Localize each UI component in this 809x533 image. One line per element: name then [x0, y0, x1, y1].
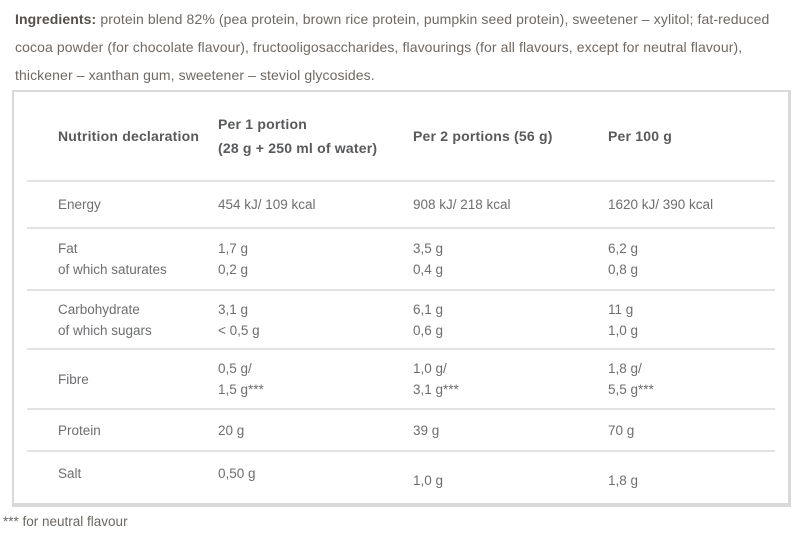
fibre-label-text: Fibre	[58, 371, 89, 387]
cell-fat-per2: 3,5 g 0,4 g	[413, 238, 608, 280]
fat-per2-line2: 0,4 g	[413, 262, 444, 277]
fat-per2-line1: 3,5 g	[413, 241, 444, 256]
carb-per1-line1: 3,1 g	[218, 301, 249, 317]
carb-per100-line1: 11 g	[608, 301, 634, 317]
energy-per2-text: 908 kJ/ 218 kcal	[413, 197, 511, 212]
cell-fat-label: Fat of which saturates	[27, 238, 218, 280]
cell-carb-label: Carbohydrate of which sugars	[27, 299, 218, 341]
salt-per2-text: 1,0 g	[413, 473, 444, 488]
cell-salt-per2: 1,0 g	[413, 463, 608, 491]
fat-per1-line1: 1,7 g	[218, 241, 249, 256]
table-row-fibre: Fibre 0,5 g/ 1,5 g*** 1,0 g/ 3,1 g*** 1,…	[27, 348, 775, 408]
ingredients-paragraph: Ingredients: protein blend 82% (pea prot…	[15, 5, 803, 89]
carb-label-text: Carbohydrate	[58, 301, 140, 317]
energy-label-text: Energy	[58, 197, 101, 212]
cell-salt-label: Salt	[27, 463, 218, 484]
table-row-fat: Fat of which saturates 1,7 g 0,2 g 3,5 g…	[27, 227, 775, 289]
cell-protein-per1: 20 g	[218, 420, 413, 441]
salt-per1-text: 0,50 g	[218, 466, 256, 481]
fat-per100-line2: 0,8 g	[608, 262, 639, 277]
table-header-row: Nutrition declaration Per 1 portion (28 …	[27, 92, 775, 180]
fibre-per100-line2: 5,5 g***	[608, 382, 654, 397]
carb-per100-line2: 1,0 g	[608, 322, 639, 338]
table-row-carbohydrate: Carbohydrate of which sugars 3,1 g < 0,5…	[27, 289, 775, 348]
cell-salt-per1: 0,50 g	[218, 463, 413, 484]
cell-carb-per100: 11 g 1,0 g	[608, 299, 775, 341]
header-per-2-portions: Per 2 portions (56 g)	[413, 124, 608, 148]
fat-per100-line1: 6,2 g	[608, 241, 639, 256]
protein-per2-text: 39 g	[413, 422, 440, 438]
fibre-per2-line1: 1,0 g/	[413, 361, 447, 376]
cell-fibre-per1: 0,5 g/ 1,5 g***	[218, 358, 413, 400]
cell-fat-per1: 1,7 g 0,2 g	[218, 238, 413, 280]
protein-label-text: Protein	[58, 422, 101, 438]
fat-label-text: Fat	[58, 241, 78, 256]
header-col3-text: Per 2 portions (56 g)	[413, 128, 553, 144]
table-row-salt: Salt 0,50 g 1,0 g 1,8 g	[27, 450, 775, 503]
salt-per100-text: 1,8 g	[608, 473, 639, 488]
fibre-per1-line2: 1,5 g***	[218, 382, 264, 397]
header-col2-line1: Per 1 portion	[218, 116, 307, 132]
fat-sublabel-text: of which saturates	[58, 262, 167, 277]
ingredients-text: protein blend 82% (pea protein, brown ri…	[15, 11, 770, 83]
cell-energy-per2: 908 kJ/ 218 kcal	[413, 194, 608, 215]
table-row-protein: Protein 20 g 39 g 70 g	[27, 408, 775, 450]
cell-fibre-per100: 1,8 g/ 5,5 g***	[608, 358, 775, 400]
footnote: *** for neutral flavour	[3, 514, 128, 529]
carb-per2-line1: 6,1 g	[413, 301, 444, 317]
energy-per100-text: 1620 kJ/ 390 kcal	[608, 197, 714, 212]
header-nutrition-declaration: Nutrition declaration	[27, 124, 218, 148]
cell-carb-per2: 6,1 g 0,6 g	[413, 299, 608, 341]
cell-carb-per1: 3,1 g < 0,5 g	[218, 299, 413, 341]
fibre-per1-line1: 0,5 g/	[218, 361, 252, 376]
cell-salt-per100: 1,8 g	[608, 463, 775, 491]
cell-fibre-label: Fibre	[27, 369, 218, 390]
salt-label-text: Salt	[58, 466, 82, 481]
energy-per1-text: 454 kJ/ 109 kcal	[218, 197, 316, 212]
cell-energy-per100: 1620 kJ/ 390 kcal	[608, 194, 775, 215]
carb-per2-line2: 0,6 g	[413, 322, 444, 338]
header-col1-text: Nutrition declaration	[58, 128, 200, 144]
ingredients-label: Ingredients:	[15, 11, 97, 27]
header-col2-line2: (28 g + 250 ml of water)	[218, 140, 378, 156]
cell-protein-per100: 70 g	[608, 420, 775, 441]
carb-per1-line2: < 0,5 g	[218, 322, 260, 338]
header-per-1-portion: Per 1 portion (28 g + 250 ml of water)	[218, 112, 413, 160]
carb-sublabel-text: of which sugars	[58, 322, 152, 338]
nutrition-table: Nutrition declaration Per 1 portion (28 …	[12, 90, 791, 507]
table-row-energy: Energy 454 kJ/ 109 kcal 908 kJ/ 218 kcal…	[27, 180, 775, 227]
protein-per100-text: 70 g	[608, 422, 635, 438]
cell-fibre-per2: 1,0 g/ 3,1 g***	[413, 358, 608, 400]
header-col4-text: Per 100 g	[608, 128, 673, 144]
protein-per1-text: 20 g	[218, 422, 245, 438]
cell-protein-per2: 39 g	[413, 420, 608, 441]
fibre-per100-line1: 1,8 g/	[608, 361, 642, 376]
cell-protein-label: Protein	[27, 420, 218, 441]
header-per-100g: Per 100 g	[608, 124, 775, 148]
cell-fat-per100: 6,2 g 0,8 g	[608, 238, 775, 280]
fat-per1-line2: 0,2 g	[218, 262, 249, 277]
fibre-per2-line2: 3,1 g***	[413, 382, 459, 397]
cell-energy-label: Energy	[27, 194, 218, 215]
cell-energy-per1: 454 kJ/ 109 kcal	[218, 194, 413, 215]
